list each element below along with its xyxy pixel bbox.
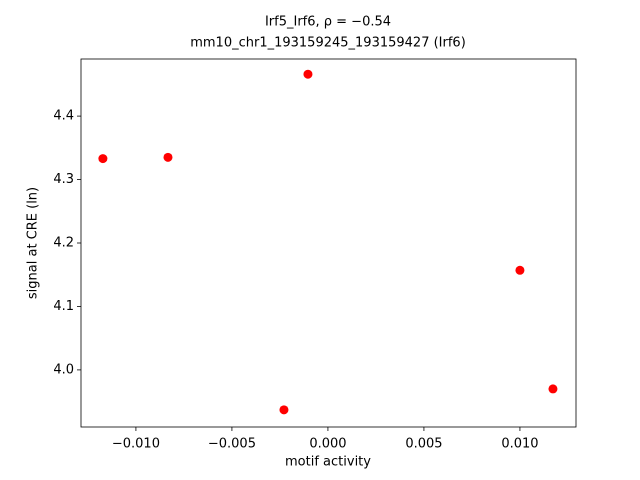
chart-subtitle: mm10_chr1_193159245_193159427 (Irf6) [190,36,466,51]
point [548,384,558,394]
x-tick-label: −0.010 [112,437,160,452]
point [98,154,108,164]
point [303,69,313,79]
x-tick-label: 0.010 [501,437,538,452]
chart-title: Irf5_Irf6, ρ = −0.54 [265,15,391,30]
point [279,405,289,415]
x-tick-label: 0.005 [405,437,442,452]
x-axis-label: motif activity [285,455,371,470]
y-tick-label: 4.0 [53,362,74,377]
y-tick-label: 4.1 [53,299,74,314]
point [515,265,525,275]
y-tick-label: 4.4 [53,109,74,124]
y-tick-label: 4.3 [53,172,74,187]
y-axis-label: signal at CRE (ln) [26,187,41,299]
x-tick-label: 0.000 [309,437,346,452]
x-tick-label: −0.005 [208,437,256,452]
y-tick-label: 4.2 [53,236,74,251]
point [163,152,173,162]
